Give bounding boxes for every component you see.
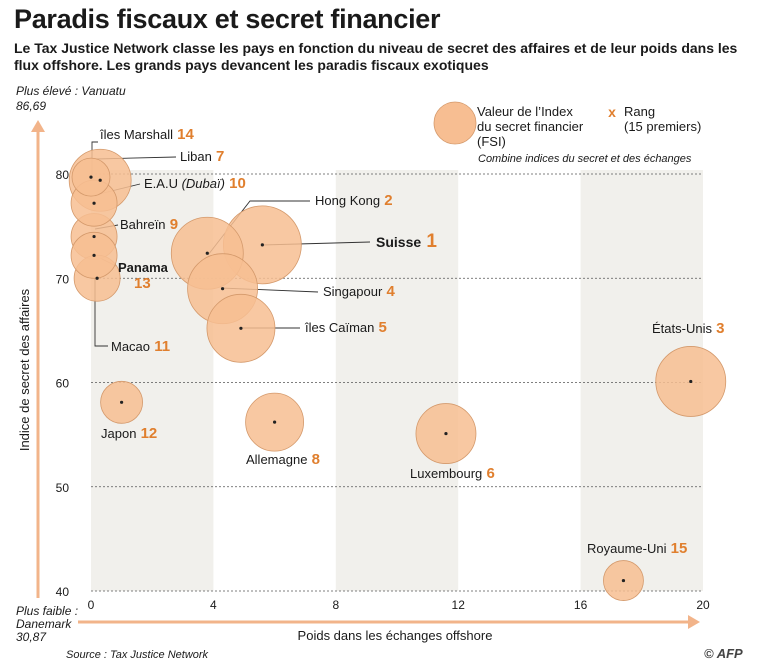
point-label-14: îles Marshall 14 xyxy=(99,126,194,143)
bubble-center-4 xyxy=(220,287,225,291)
point-label-2: Hong Kong 2 xyxy=(315,192,393,209)
bubble-center-15 xyxy=(621,578,626,583)
point-label-13: Panama 13 xyxy=(118,260,169,292)
bubble-center-13 xyxy=(92,253,96,257)
bubble-center-3 xyxy=(689,379,693,384)
x-tick-label: 20 xyxy=(696,598,710,612)
y-tick-label: 50 xyxy=(56,481,70,495)
y-tick-label: 80 xyxy=(56,168,70,182)
point-label-4: Singapour 4 xyxy=(323,283,395,300)
point-label-6: Luxembourg 6 xyxy=(410,465,495,482)
bubble-center-14 xyxy=(89,175,93,179)
point-label-10: E.A.U (Dubaï) 10 xyxy=(144,175,246,192)
x-tick-label: 8 xyxy=(332,598,339,612)
bubble-center-7 xyxy=(98,178,102,182)
point-label-3: États-Unis 3 xyxy=(652,320,724,337)
x-tick-label: 4 xyxy=(210,598,217,612)
chart-title: Paradis fiscaux et secret financier xyxy=(14,4,441,34)
y-tick-label: 40 xyxy=(56,585,70,599)
bubble-center-1 xyxy=(260,243,264,247)
source-note: Source : Tax Justice Network xyxy=(66,649,209,661)
point-label-7: Liban 7 xyxy=(180,148,224,165)
point-label-15: Royaume-Uni 15 xyxy=(587,540,687,557)
x-tick-label: 12 xyxy=(452,598,466,612)
bubble-center-10 xyxy=(92,201,96,205)
point-label-8: Allemagne 8 xyxy=(246,451,320,468)
bubble-center-12 xyxy=(120,400,124,404)
legend-rank-label: Rang (15 premiers) xyxy=(624,104,701,134)
bubble-center-8 xyxy=(273,420,277,424)
point-label-1: Suisse 1 xyxy=(376,231,437,252)
point-label-12: Japon 12 xyxy=(101,425,157,442)
bubble-center-6 xyxy=(444,431,448,436)
x-tick-label: 16 xyxy=(574,598,588,612)
bubble-center-9 xyxy=(92,234,96,239)
legend-size-label: Valeur de l’Index du secret financier (FSI… xyxy=(477,104,584,149)
y-axis-label: Indice de secret des affaires xyxy=(17,288,32,451)
legend-note: Combine indices du secret et des échange… xyxy=(478,153,692,165)
y-axis-arrow-head xyxy=(31,120,45,132)
point-label-5: îles Caïman 5 xyxy=(304,319,387,336)
point-label-9: Bahreïn 9 xyxy=(120,216,178,233)
legend-bubble-icon xyxy=(433,101,477,145)
x-axis-label: Poids dans les échanges offshore xyxy=(298,628,493,643)
afp-logo: © AFP xyxy=(704,646,743,661)
background-band-1 xyxy=(335,170,459,591)
y-max-note: Plus élevé : Vanuatu 86,69 xyxy=(16,84,126,113)
chart-subtitle: Le Tax Justice Network classe les pays e… xyxy=(14,40,738,73)
y-tick-label: 70 xyxy=(56,272,70,286)
x-axis-arrow-head xyxy=(688,615,700,629)
y-tick-label: 60 xyxy=(56,377,70,391)
x-tick-label: 0 xyxy=(88,598,95,612)
point-label-11: Macao 11 xyxy=(111,338,170,355)
y-min-note: Plus faible : Danemark 30,87 xyxy=(16,604,78,644)
bubble-center-5 xyxy=(239,326,243,330)
bubble-center-2 xyxy=(205,251,209,255)
bubble-center-11 xyxy=(95,276,99,280)
legend-rank-icon: x xyxy=(608,104,616,120)
